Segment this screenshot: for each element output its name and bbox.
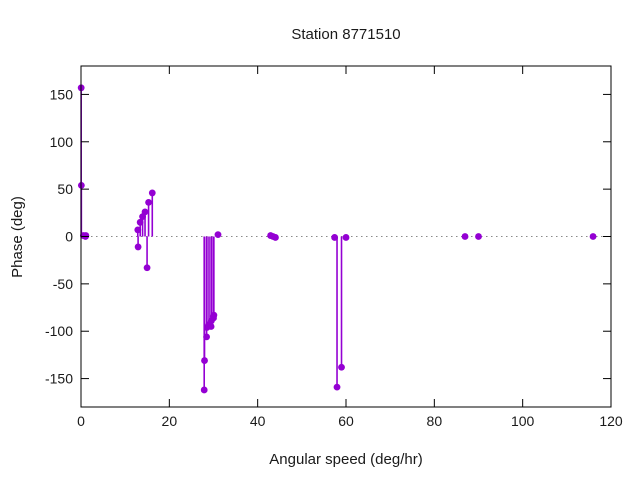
- data-point: [82, 232, 90, 239]
- data-point: [143, 264, 151, 272]
- data-point: [461, 233, 469, 240]
- y-tick-label: -150: [45, 371, 73, 387]
- data-point: [210, 311, 218, 319]
- x-axis-label: Angular speed (deg/hr): [269, 451, 422, 468]
- data-point: [331, 234, 339, 241]
- x-tick-label: 100: [511, 413, 535, 429]
- data-point: [203, 333, 211, 341]
- data-point: [200, 386, 208, 394]
- data-point: [145, 199, 152, 206]
- x-tick-label: 60: [338, 413, 354, 429]
- data-point: [272, 234, 279, 241]
- data-point: [342, 234, 350, 241]
- data-point: [136, 218, 144, 226]
- data-point: [475, 233, 482, 240]
- chart-title: Station 8771510: [291, 26, 400, 43]
- data-point: [589, 233, 597, 240]
- data-point: [333, 383, 341, 391]
- data-point: [148, 189, 156, 197]
- tick-labels: 0 20 40 60 80 100 120 -150 -100 -50 0 50 100 150: [45, 86, 623, 429]
- data-point: [207, 323, 215, 330]
- plot-border-group: [80, 65, 612, 408]
- y-axis-label: Phase (deg): [9, 196, 26, 278]
- y-tick-label: -100: [45, 323, 73, 339]
- y-tick-label: 150: [50, 86, 74, 102]
- x-tick-label: 20: [162, 413, 178, 429]
- y-tick-label: -50: [53, 276, 73, 292]
- data-point: [201, 357, 208, 364]
- y-tick-label: 0: [65, 229, 73, 245]
- x-tick-label: 120: [599, 413, 623, 429]
- x-tick-label: 80: [427, 413, 443, 429]
- y-tick-label: 100: [50, 134, 74, 150]
- x-tick-label: 0: [77, 413, 85, 429]
- data-point: [134, 243, 142, 251]
- data-point: [214, 231, 222, 239]
- data-point: [141, 208, 149, 216]
- data-point: [134, 226, 142, 234]
- x-tick-label: 40: [250, 413, 266, 429]
- data-points: [77, 84, 597, 394]
- plot-border: [80, 65, 612, 408]
- y-tick-label: 50: [57, 181, 73, 197]
- data-point: [338, 363, 345, 371]
